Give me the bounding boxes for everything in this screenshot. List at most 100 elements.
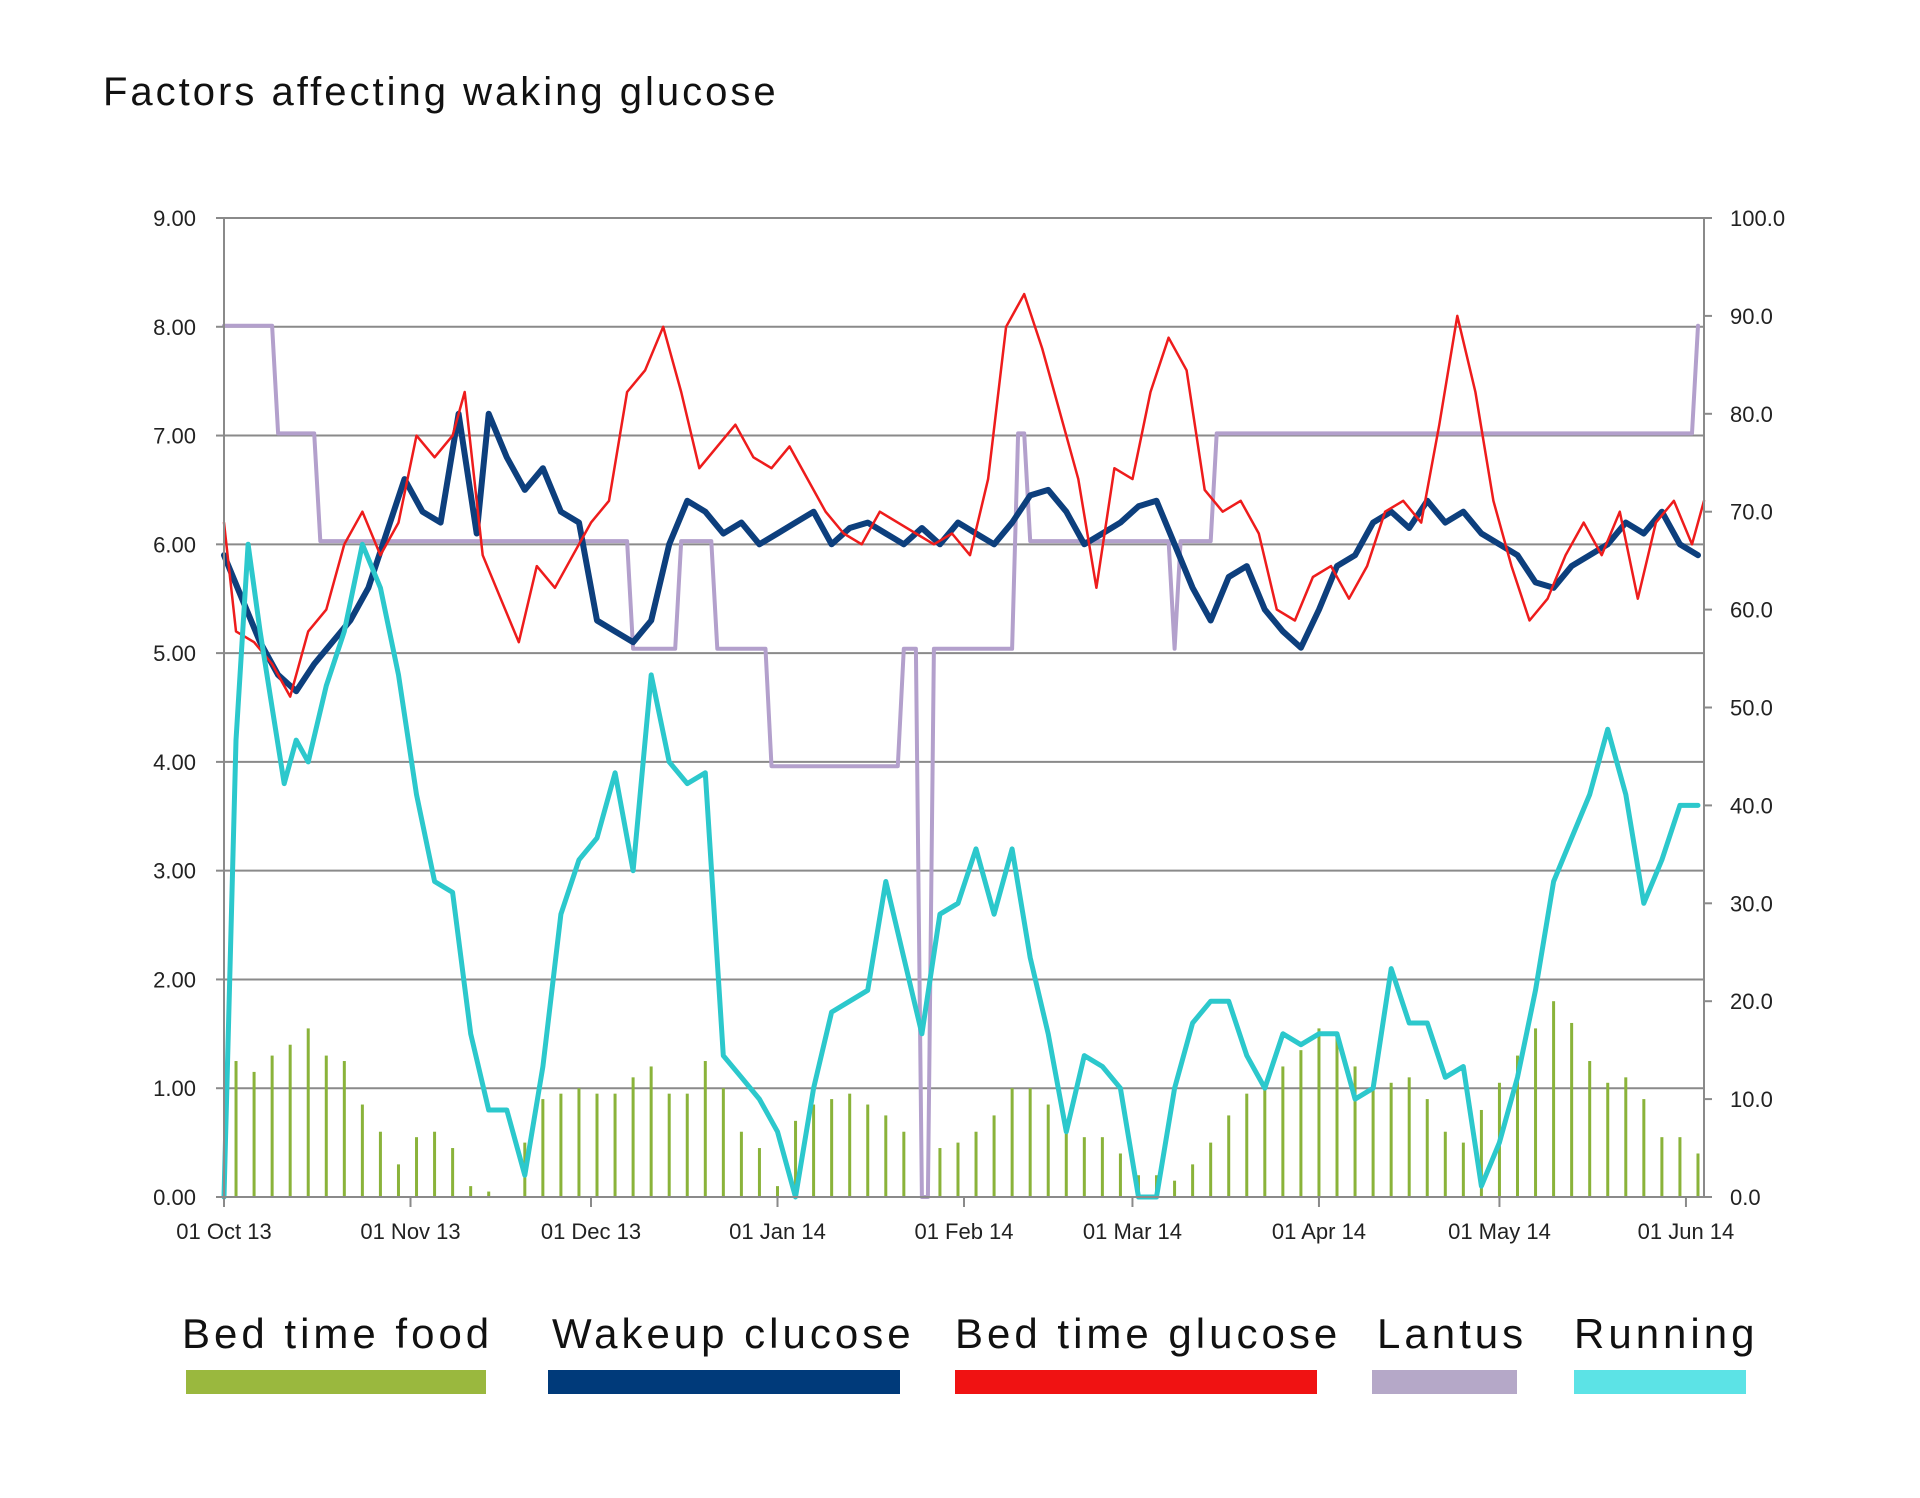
x-tick-label: 01 Nov 13	[360, 1219, 460, 1244]
bed-time-food-bar	[667, 1093, 671, 1197]
bed-time-food-bar	[830, 1099, 834, 1197]
bed-time-food-bar	[378, 1131, 382, 1197]
bed-time-food-bar	[1046, 1104, 1050, 1197]
bed-time-food-bar	[1534, 1028, 1538, 1197]
lantus-line	[222, 323, 1700, 1199]
bed-time-food-bar	[956, 1142, 960, 1197]
bed-time-food-bar	[1461, 1142, 1465, 1197]
bed-time-food-bar	[577, 1088, 581, 1197]
y-right-tick-label: 30.0	[1730, 891, 1773, 916]
legend-item-bed-time-food: Bed time food	[182, 1310, 493, 1394]
legend-label-running: Running	[1574, 1310, 1759, 1357]
bed-time-food-bar	[974, 1131, 978, 1197]
y-left-tick-label: 2.00	[153, 967, 196, 992]
bed-time-food-bar	[433, 1131, 437, 1197]
legend-swatch-lantus	[1372, 1370, 1517, 1394]
bed-time-food-bar	[1570, 1022, 1574, 1197]
bed-time-food-bar	[992, 1115, 996, 1197]
legend-label-lantus: Lantus	[1377, 1310, 1528, 1357]
x-tick-label: 01 Mar 14	[1083, 1219, 1182, 1244]
bed-time-food-bar	[1173, 1180, 1177, 1197]
bed-time-food-bar	[451, 1148, 455, 1197]
bed-time-food-bar	[1678, 1137, 1682, 1197]
y-right-tick-label: 100.0	[1730, 206, 1785, 231]
bed-time-food-bar	[1552, 1001, 1556, 1197]
bed-time-food-bar	[631, 1077, 635, 1197]
legend-item-lantus: Lantus	[1372, 1310, 1528, 1394]
bed-time-food-bar	[469, 1186, 473, 1197]
bed-time-food-bar	[1515, 1055, 1519, 1197]
bed-time-food-bar	[1606, 1082, 1610, 1197]
y-left-tick-label: 7.00	[153, 424, 196, 449]
bed-time-food-bar	[685, 1093, 689, 1197]
bed-time-food-bar	[1660, 1137, 1664, 1197]
bed-time-food-bar	[1028, 1088, 1032, 1197]
y-right-tick-label: 80.0	[1730, 402, 1773, 427]
bed-time-food-bar	[1317, 1028, 1321, 1197]
y-left-tick-label: 1.00	[153, 1076, 196, 1101]
bed-time-food-bar	[1479, 1109, 1483, 1197]
legend-swatch-bed-time-food	[186, 1370, 486, 1394]
bed-time-food-bar	[902, 1131, 906, 1197]
y-left-tick-label: 8.00	[153, 315, 196, 340]
bed-time-food-bar	[342, 1061, 346, 1197]
bed-time-food-bar	[1407, 1077, 1411, 1197]
y-right-tick-label: 60.0	[1730, 598, 1773, 623]
legend-swatch-running	[1574, 1370, 1746, 1394]
bed-time-food-bar	[812, 1104, 816, 1197]
bed-time-food-bar	[1299, 1050, 1303, 1197]
x-tick-label: 01 Apr 14	[1272, 1219, 1366, 1244]
legend-label-wakeup-clucose: Wakeup clucose	[552, 1310, 915, 1357]
gridlines	[224, 217, 1704, 1198]
x-tick-label: 01 Jun 14	[1638, 1219, 1735, 1244]
running-line	[221, 541, 1701, 1200]
bed-time-food-bar	[415, 1137, 419, 1197]
y-left-tick-label: 6.00	[153, 532, 196, 557]
y-right-tick-label: 50.0	[1730, 696, 1773, 721]
bed-time-food-bar	[1425, 1099, 1429, 1197]
chart-title: Factors affecting waking glucose	[103, 70, 779, 114]
bed-time-food-bar	[1082, 1137, 1086, 1197]
bed-time-food-bar	[1588, 1061, 1592, 1197]
legend-item-running: Running	[1574, 1310, 1759, 1394]
y-right-tick-label: 20.0	[1730, 989, 1773, 1014]
bed-time-food-bar	[739, 1131, 743, 1197]
bed-time-food-bar	[1100, 1137, 1104, 1197]
bed-time-food-bar	[1118, 1153, 1122, 1197]
legend-swatch-bed-time-glucose	[955, 1370, 1317, 1394]
y-left-tick-label: 3.00	[153, 859, 196, 884]
bed-time-food-bar	[938, 1148, 942, 1197]
bed-time-food-bar	[1209, 1142, 1213, 1197]
x-tick-label: 01 Dec 13	[541, 1219, 641, 1244]
bed-time-food-bar	[1281, 1066, 1285, 1197]
y-left-tick-label: 9.00	[153, 206, 196, 231]
bed-time-food-bar	[866, 1104, 870, 1197]
legend-item-wakeup-clucose: Wakeup clucose	[548, 1310, 915, 1394]
bed-time-food-bar	[703, 1061, 707, 1197]
bed-time-food-bar	[270, 1055, 274, 1197]
y-right-tick-label: 40.0	[1730, 793, 1773, 818]
bed-time-food-bar	[288, 1044, 292, 1197]
bed-time-food-bar	[559, 1093, 563, 1197]
bed-time-food-bar	[794, 1120, 798, 1197]
bed-time-food-bar	[848, 1093, 852, 1197]
bed-time-food-bar	[1245, 1093, 1249, 1197]
y-left-tick-label: 4.00	[153, 750, 196, 775]
bed-time-food-bar	[1443, 1131, 1447, 1197]
bed-time-food-bar	[324, 1055, 328, 1197]
bed-time-food-bar	[1064, 1126, 1068, 1197]
bed-time-food-bar	[1624, 1077, 1628, 1197]
axes: 0.00 1.00 2.00 3.00 4.00 5.00 6.00 7.00 8.00 9.00…	[153, 206, 1785, 1244]
y-right-tick-label: 90.0	[1730, 304, 1773, 329]
bed-time-food-bar	[360, 1104, 364, 1197]
y-left-tick-label: 5.00	[153, 641, 196, 666]
bed-time-food-bar	[487, 1191, 491, 1197]
bed-time-glucose-line	[222, 292, 1706, 698]
legend-swatch-wakeup-clucose	[548, 1370, 900, 1394]
series-lines	[221, 292, 1706, 1200]
bed-time-food-bar	[613, 1093, 617, 1197]
bed-time-food-bar	[757, 1148, 761, 1197]
x-tick-label: 01 Feb 14	[914, 1219, 1013, 1244]
bed-time-food-bar	[1191, 1164, 1195, 1197]
bed-time-food-bar	[775, 1186, 779, 1197]
